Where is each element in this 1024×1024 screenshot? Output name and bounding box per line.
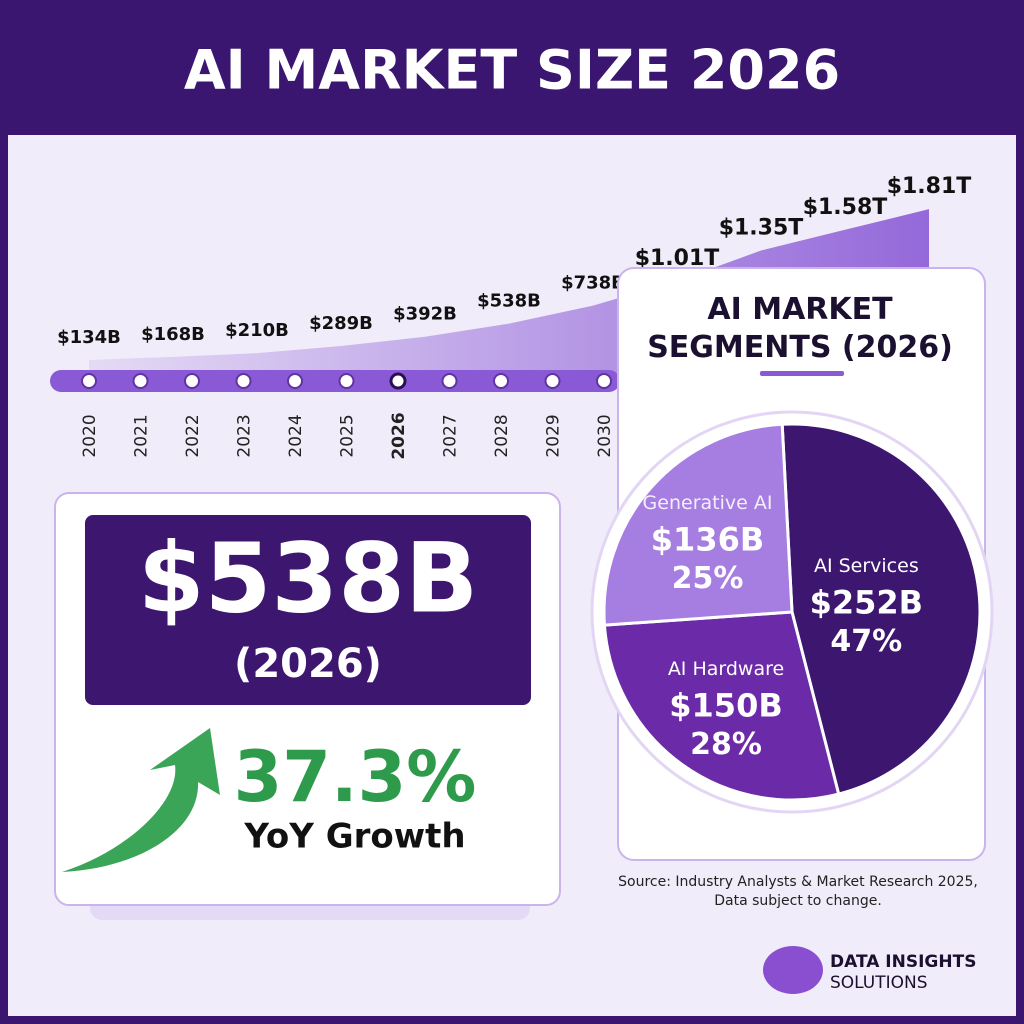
value-label: $289B: [309, 313, 373, 334]
timeline-dot: [441, 373, 458, 389]
year-label: 2024: [286, 414, 306, 457]
timeline-dot: [235, 373, 252, 389]
value-label: $1.81T: [887, 174, 972, 199]
title-underline: [760, 371, 844, 376]
year-label: 2028: [492, 414, 512, 457]
value-label: $210B: [225, 320, 289, 341]
value-label: $538B: [477, 291, 541, 312]
timeline-dot: [184, 373, 200, 389]
value-label: $168B: [141, 324, 205, 345]
header: [0, 0, 1024, 135]
year-label: 2030: [595, 414, 615, 457]
headline-box: [85, 515, 531, 705]
slice-category: Generative AI: [643, 492, 773, 514]
slice-value: $252B: [810, 584, 923, 622]
logo-name: DATA INSIGHTS: [830, 952, 976, 972]
value-label: $134B: [57, 327, 121, 348]
frame-left: [0, 0, 8, 1024]
year-label: 2027: [441, 414, 461, 457]
year-label: 2023: [235, 414, 255, 457]
pie-slice: [602, 422, 794, 627]
slice-percent: 47%: [830, 624, 902, 659]
title: AI MARKET SIZE 2026: [184, 39, 840, 102]
source-line: Data subject to change.: [714, 893, 882, 909]
growth-label: YoY Growth: [243, 817, 465, 857]
value-label: $1.58T: [803, 195, 888, 220]
slice-value: $136B: [651, 520, 764, 558]
headline-value: $538B: [138, 522, 478, 634]
slice-percent: 25%: [672, 561, 744, 596]
value-label: $1.01T: [635, 246, 720, 271]
slice-category: AI Services: [814, 555, 919, 577]
year-label: 2029: [544, 414, 564, 457]
timeline-dot: [493, 373, 509, 389]
source-line: Source: Industry Analysts & Market Resea…: [618, 874, 978, 890]
year-label: 2020: [80, 414, 100, 457]
value-label: $392B: [393, 304, 457, 325]
logo-icon: [763, 946, 823, 994]
growth-arrow: [62, 728, 220, 872]
slice-category: AI Hardware: [668, 658, 784, 680]
year-label: 2022: [183, 414, 203, 457]
timeline-dot: [132, 373, 149, 389]
value-label: $1.35T: [719, 216, 804, 241]
year-label: 2025: [338, 414, 358, 457]
headline-year: (2026): [234, 641, 382, 687]
value-label: $738B: [561, 273, 625, 294]
slice-value: $150B: [669, 686, 782, 724]
year-label: 2021: [132, 414, 152, 457]
frame-right: [1016, 0, 1024, 1024]
frame-bottom: [0, 1016, 1024, 1024]
logo-sub: SOLUTIONS: [830, 973, 928, 993]
timeline-dot: [81, 373, 97, 389]
pie-slice: [780, 422, 982, 796]
timeline-dot: [338, 373, 355, 389]
timeline-dot: [544, 373, 561, 389]
year-label: 2026: [389, 412, 409, 459]
timeline-dot: [389, 372, 407, 390]
timeline-dot: [287, 373, 303, 389]
slice-percent: 28%: [690, 727, 762, 762]
pie-title: AI MARKET SEGMENTS (2026): [647, 292, 953, 365]
timeline-dot: [596, 373, 612, 389]
pie-slice: [602, 610, 841, 802]
growth-value: 37.3%: [234, 736, 477, 818]
